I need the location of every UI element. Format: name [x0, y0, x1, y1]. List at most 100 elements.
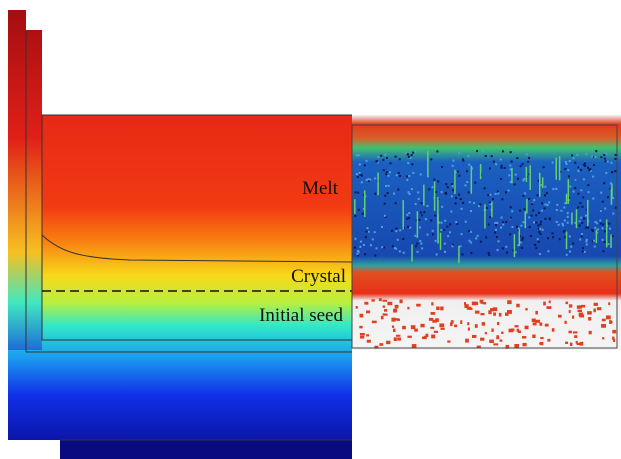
- speckle: [539, 322, 542, 325]
- speckle: [487, 194, 489, 196]
- speckle: [603, 250, 605, 252]
- speckle: [488, 224, 490, 226]
- speckle: [585, 153, 587, 155]
- speckle: [600, 210, 602, 212]
- speckle: [377, 173, 379, 196]
- speckle: [455, 197, 457, 199]
- speckle: [477, 235, 479, 237]
- speckle: [459, 245, 461, 247]
- speckle: [395, 202, 397, 204]
- speckle: [587, 200, 589, 226]
- speckle: [547, 339, 550, 342]
- speckle: [511, 168, 513, 184]
- speckle: [599, 220, 601, 222]
- speckle: [447, 340, 450, 342]
- speckle: [423, 185, 425, 206]
- speckle: [474, 302, 478, 305]
- speckle: [468, 240, 470, 242]
- speckle: [389, 171, 391, 173]
- speckle: [501, 165, 503, 167]
- speckle: [356, 173, 358, 175]
- speckle: [461, 233, 463, 235]
- speckle: [408, 191, 410, 193]
- speckle: [360, 241, 362, 243]
- speckle: [366, 310, 370, 313]
- speckle: [501, 198, 503, 200]
- speckle: [612, 235, 614, 237]
- speckle: [489, 201, 491, 203]
- speckle: [497, 191, 499, 193]
- speckle: [525, 308, 527, 310]
- speckle: [367, 340, 371, 343]
- speckle: [565, 302, 568, 305]
- speckle: [387, 175, 389, 177]
- speckle: [566, 163, 568, 165]
- speckle: [377, 156, 379, 158]
- speckle: [470, 242, 472, 244]
- speckle: [510, 151, 512, 153]
- speckle: [540, 337, 543, 339]
- speckle: [505, 221, 507, 223]
- speckle: [469, 201, 471, 203]
- speckle: [433, 179, 435, 181]
- speckle: [507, 300, 511, 304]
- speckle: [482, 322, 485, 326]
- speckle: [421, 247, 423, 249]
- speckle: [430, 219, 432, 221]
- speckle: [539, 173, 541, 197]
- speckle: [360, 333, 365, 335]
- speckle: [475, 324, 478, 328]
- speckle: [489, 167, 491, 169]
- speckle: [538, 231, 540, 233]
- speckle: [528, 157, 530, 159]
- speckle: [462, 253, 464, 255]
- speckle: [411, 154, 413, 156]
- speckle: [457, 171, 459, 173]
- speckle: [568, 175, 570, 177]
- speckle: [475, 237, 477, 239]
- speckle: [611, 162, 613, 164]
- speckle: [569, 331, 572, 334]
- speckle: [585, 227, 587, 229]
- speckle: [436, 307, 440, 310]
- speckle: [548, 201, 550, 203]
- speckle: [366, 231, 368, 233]
- speckle: [358, 209, 360, 211]
- speckle: [393, 309, 397, 313]
- speckle: [361, 181, 363, 183]
- speckle: [412, 344, 417, 348]
- speckle: [444, 251, 446, 253]
- speckle: [600, 156, 602, 158]
- speckle: [566, 254, 568, 256]
- speckle: [488, 310, 491, 314]
- speckle: [443, 229, 445, 231]
- speckle: [549, 217, 551, 219]
- speckle: [500, 167, 502, 169]
- speckle: [563, 231, 565, 233]
- speckle: [374, 255, 376, 257]
- speckle: [454, 325, 457, 328]
- speckle: [398, 172, 400, 174]
- speckle: [581, 305, 585, 308]
- speckle: [358, 251, 360, 253]
- speckle: [447, 186, 449, 188]
- speckle: [484, 187, 486, 189]
- speckle: [363, 244, 365, 246]
- speckle: [508, 189, 510, 191]
- speckle: [374, 231, 376, 233]
- speckle: [581, 222, 583, 224]
- speckle: [387, 192, 389, 194]
- speckle: [468, 191, 470, 193]
- speckle: [531, 215, 533, 217]
- speckle: [583, 218, 585, 220]
- speckle: [584, 165, 586, 167]
- speckle: [569, 185, 571, 187]
- speckle: [569, 235, 571, 237]
- speckle: [386, 157, 388, 159]
- speckle: [493, 307, 497, 311]
- speckle: [435, 240, 437, 242]
- speckle: [523, 178, 525, 180]
- speckle: [509, 233, 511, 235]
- speckle: [608, 223, 610, 225]
- speckle: [445, 183, 447, 185]
